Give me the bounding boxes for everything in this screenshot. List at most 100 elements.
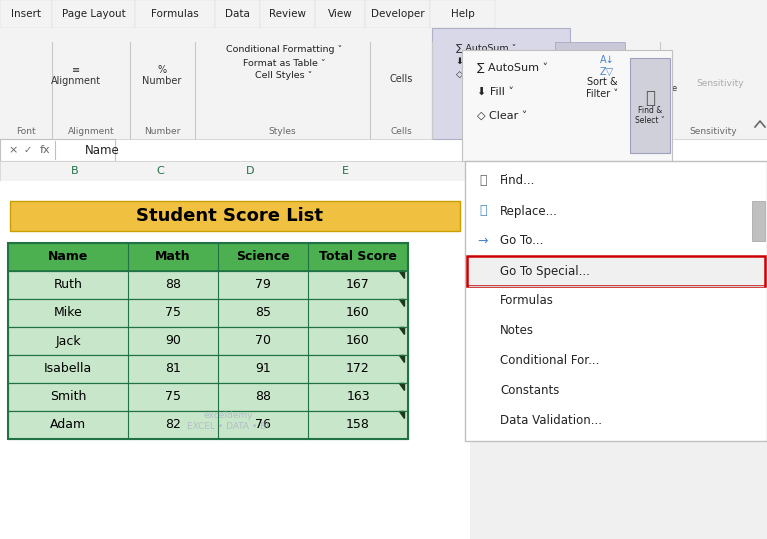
Text: Find &
Select ˅: Find & Select ˅ [635,106,665,125]
Bar [52,28,130,139]
Bar [555,42,625,129]
Text: Sort &
Filter ˅: Sort & Filter ˅ [503,72,533,91]
Bar [135,0,215,28]
Text: Go To...: Go To... [500,234,543,247]
Bar [462,50,672,161]
Text: Data Validation...: Data Validation... [500,414,602,427]
Text: Name: Name [85,143,120,156]
Text: ◇ Clear ˅: ◇ Clear ˅ [477,111,528,121]
Text: Editing: Editing [535,164,569,174]
Bar [635,42,690,129]
Text: ×: × [8,145,18,155]
Polygon shape [399,383,404,390]
Bar [0,0,52,28]
Text: 172: 172 [346,363,370,376]
Text: Mike: Mike [54,307,82,320]
Text: Formulas: Formulas [151,9,199,19]
Bar [432,28,570,139]
Text: Notes: Notes [500,324,534,337]
Text: 167: 167 [346,279,370,292]
Text: Replace...: Replace... [500,204,558,218]
Text: 91: 91 [255,363,271,376]
Text: Insert: Insert [11,9,41,19]
Text: Cells: Cells [390,127,412,135]
Bar [660,28,767,139]
Text: Developer: Developer [370,9,424,19]
Polygon shape [399,411,404,418]
Bar [430,0,495,28]
Text: Formulas: Formulas [500,294,554,308]
Text: E: E [341,166,348,176]
Text: Data: Data [225,9,250,19]
Bar [750,161,767,441]
Text: Jack: Jack [55,335,81,348]
Text: 163: 163 [346,390,370,404]
Bar [260,0,315,28]
Text: 82: 82 [165,418,181,432]
Text: 🔍: 🔍 [479,175,487,188]
Bar [0,28,767,139]
Text: Sort &
Filter ˅: Sort & Filter ˅ [586,77,618,99]
Polygon shape [399,355,404,362]
Text: Review: Review [269,9,306,19]
Text: ⬇ Fill ˅: ⬇ Fill ˅ [456,57,487,66]
Text: C: C [156,166,164,176]
Text: 🔍: 🔍 [645,88,655,107]
Text: ∑ AutoSum ˅: ∑ AutoSum ˅ [456,44,516,52]
Text: 85: 85 [255,307,271,320]
Text: Conditional For...: Conditional For... [500,355,599,368]
Text: %
Number: % Number [143,65,182,86]
Text: Format as Table ˅: Format as Table ˅ [242,59,325,67]
Text: 90: 90 [165,335,181,348]
Text: Page Layout: Page Layout [61,9,125,19]
Text: D: D [245,166,254,176]
Text: Isabella: Isabella [44,363,92,376]
Text: 158: 158 [346,418,370,432]
Text: Student Score List: Student Score List [137,207,324,225]
Bar [8,411,408,439]
Text: A↓
Z▽: A↓ Z▽ [600,55,614,77]
Bar [315,0,365,28]
Text: Adam: Adam [50,418,86,432]
Text: Analysis: Analysis [597,127,634,135]
Text: Conditional Formatting ˅: Conditional Formatting ˅ [225,45,342,54]
Bar [0,28,52,139]
Text: 160: 160 [346,335,370,348]
Bar [467,256,765,286]
Text: ∑ AutoSum ˅: ∑ AutoSum ˅ [477,63,548,73]
Bar [8,243,408,271]
Text: Font: Font [16,127,36,135]
Bar [0,161,767,181]
Bar [8,243,408,439]
Bar [10,201,460,231]
Bar [130,28,195,139]
Text: fx: fx [40,145,51,155]
Text: 70: 70 [255,335,271,348]
Bar [752,201,765,241]
Bar [570,28,660,139]
Text: Number: Number [144,127,181,135]
Bar [0,139,767,161]
Text: Help: Help [451,9,474,19]
Polygon shape [399,271,404,278]
Text: Editing: Editing [485,127,517,135]
Text: 81: 81 [165,363,181,376]
Bar [52,0,135,28]
Text: Find...: Find... [500,175,535,188]
Text: ≡
Alignment: ≡ Alignment [51,65,101,86]
Text: Name: Name [48,251,88,264]
Bar [0,139,115,161]
Text: 75: 75 [165,390,181,404]
Text: 88: 88 [165,279,181,292]
Bar [200,42,368,125]
Bar [0,0,767,139]
Text: Smith: Smith [50,390,86,404]
Text: Constants: Constants [500,384,559,397]
Text: Ruth: Ruth [54,279,82,292]
Text: 🔍: 🔍 [585,68,595,86]
Text: 79: 79 [255,279,271,292]
Text: Science: Science [236,251,290,264]
Bar [8,383,408,411]
Text: 76: 76 [255,418,271,432]
Text: 75: 75 [165,307,181,320]
